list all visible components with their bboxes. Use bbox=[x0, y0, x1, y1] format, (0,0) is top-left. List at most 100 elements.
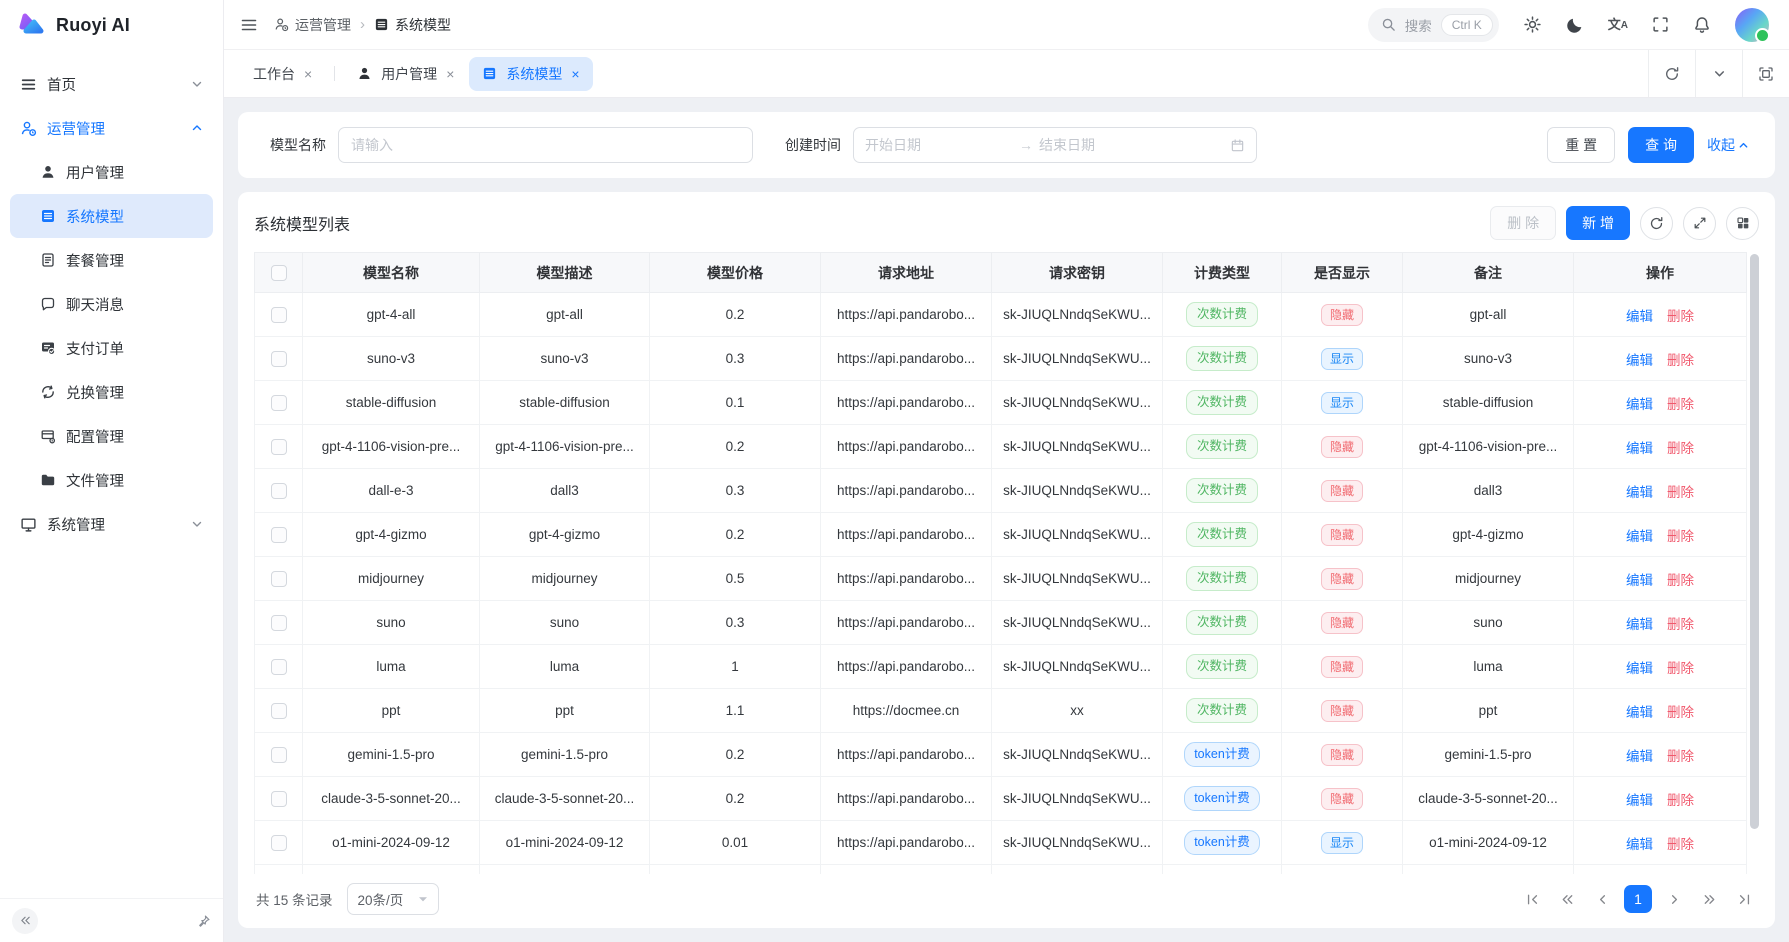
sidebar-item-operations[interactable]: 运营管理 bbox=[10, 106, 213, 150]
pin-icon[interactable] bbox=[197, 914, 211, 928]
edit-link[interactable]: 编辑 bbox=[1626, 441, 1653, 456]
add-button[interactable]: 新 增 bbox=[1566, 206, 1630, 240]
delete-button[interactable]: 删 除 bbox=[1490, 206, 1556, 240]
row-checkbox[interactable] bbox=[271, 571, 287, 587]
row-checkbox[interactable] bbox=[271, 703, 287, 719]
table-expand-button[interactable] bbox=[1683, 207, 1716, 240]
date-end-input[interactable] bbox=[1039, 137, 1187, 153]
edit-link[interactable]: 编辑 bbox=[1626, 617, 1653, 632]
page-size-select[interactable]: 20条/页 bbox=[347, 883, 439, 915]
row-checkbox[interactable] bbox=[271, 307, 287, 323]
sidebar-item-plan-management[interactable]: 套餐管理 bbox=[10, 238, 213, 282]
row-checkbox[interactable] bbox=[271, 747, 287, 763]
edit-link[interactable]: 编辑 bbox=[1626, 837, 1653, 852]
delete-link[interactable]: 删除 bbox=[1667, 397, 1694, 412]
delete-link[interactable]: 删除 bbox=[1667, 617, 1694, 632]
edit-link[interactable]: 编辑 bbox=[1626, 485, 1653, 500]
fullscreen-button[interactable] bbox=[1652, 16, 1669, 33]
date-start-input[interactable] bbox=[865, 137, 1013, 153]
date-range-picker[interactable]: → bbox=[853, 127, 1257, 163]
notifications-button[interactable] bbox=[1693, 16, 1711, 34]
delete-link[interactable]: 删除 bbox=[1667, 793, 1694, 808]
delete-link[interactable]: 删除 bbox=[1667, 353, 1694, 368]
model-name-input[interactable] bbox=[338, 127, 753, 163]
row-checkbox[interactable] bbox=[271, 483, 287, 499]
edit-link[interactable]: 编辑 bbox=[1626, 793, 1653, 808]
query-button[interactable]: 查 询 bbox=[1628, 127, 1694, 163]
close-icon[interactable]: × bbox=[304, 67, 312, 81]
delete-link[interactable]: 删除 bbox=[1667, 837, 1694, 852]
page-next-button[interactable] bbox=[1661, 886, 1687, 912]
tab-menu-button[interactable] bbox=[1695, 50, 1742, 97]
delete-link[interactable]: 删除 bbox=[1667, 749, 1694, 764]
tab-system-models[interactable]: 系统模型 × bbox=[469, 57, 592, 91]
table-refresh-button[interactable] bbox=[1640, 207, 1673, 240]
sidebar-item-redeem-management[interactable]: 兑换管理 bbox=[10, 370, 213, 414]
row-checkbox[interactable] bbox=[271, 791, 287, 807]
theme-toggle-button[interactable] bbox=[1566, 16, 1584, 34]
table-scrollbar[interactable] bbox=[1750, 254, 1759, 872]
page-first-button[interactable] bbox=[1519, 886, 1545, 912]
delete-link[interactable]: 删除 bbox=[1667, 661, 1694, 676]
row-checkbox[interactable] bbox=[271, 351, 287, 367]
sidebar-item-payment-orders[interactable]: 支付订单 bbox=[10, 326, 213, 370]
avatar[interactable] bbox=[1735, 8, 1769, 42]
table-row: suno-v3suno-v30.3https://api.pandarobo..… bbox=[255, 337, 1747, 381]
delete-link[interactable]: 删除 bbox=[1667, 309, 1694, 324]
edit-link[interactable]: 编辑 bbox=[1626, 353, 1653, 368]
close-icon[interactable]: × bbox=[571, 67, 579, 81]
tab-maximize-button[interactable] bbox=[1742, 50, 1789, 97]
delete-link[interactable]: 删除 bbox=[1667, 705, 1694, 720]
row-checkbox[interactable] bbox=[271, 395, 287, 411]
cell-actions: 编辑删除 bbox=[1574, 381, 1747, 425]
scrollbar-thumb[interactable] bbox=[1750, 254, 1759, 829]
edit-link[interactable]: 编辑 bbox=[1626, 749, 1653, 764]
delete-link[interactable]: 删除 bbox=[1667, 529, 1694, 544]
edit-link[interactable]: 编辑 bbox=[1626, 309, 1653, 324]
settings-button[interactable] bbox=[1523, 15, 1542, 34]
select-all-checkbox[interactable] bbox=[271, 265, 287, 281]
row-checkbox[interactable] bbox=[271, 659, 287, 675]
table-columns-button[interactable] bbox=[1726, 207, 1759, 240]
sidebar-item-system-models[interactable]: 系统模型 bbox=[10, 194, 213, 238]
sidebar-collapse-button[interactable] bbox=[12, 908, 38, 934]
cell-request-key: sk-JIUQLNndqSeKWU... bbox=[992, 733, 1163, 777]
sidebar-item-config-management[interactable]: 配置管理 bbox=[10, 414, 213, 458]
sidebar-item-home[interactable]: 首页 bbox=[10, 62, 213, 106]
page-next-group-button[interactable] bbox=[1696, 886, 1722, 912]
reset-button[interactable]: 重 置 bbox=[1547, 127, 1615, 163]
delete-link[interactable]: 删除 bbox=[1667, 573, 1694, 588]
sidebar-item-file-management[interactable]: 文件管理 bbox=[10, 458, 213, 502]
close-icon[interactable]: × bbox=[446, 67, 454, 81]
breadcrumb-system-models[interactable]: 系统模型 bbox=[374, 15, 451, 35]
edit-link[interactable]: 编辑 bbox=[1626, 661, 1653, 676]
page-prev-button[interactable] bbox=[1589, 886, 1615, 912]
delete-link[interactable]: 删除 bbox=[1667, 485, 1694, 500]
delete-link[interactable]: 删除 bbox=[1667, 441, 1694, 456]
row-checkbox[interactable] bbox=[271, 439, 287, 455]
cell-request-key: sk-JIUQLNndqSeKWU... bbox=[992, 645, 1163, 689]
breadcrumb-operations[interactable]: 运营管理 bbox=[274, 15, 351, 35]
sidebar-item-system-management[interactable]: 系统管理 bbox=[10, 502, 213, 546]
collapse-filters-link[interactable]: 收起 bbox=[1707, 135, 1749, 155]
tab-user-management[interactable]: 用户管理 × bbox=[344, 57, 467, 91]
edit-link[interactable]: 编辑 bbox=[1626, 529, 1653, 544]
page-last-button[interactable] bbox=[1731, 886, 1757, 912]
search-trigger[interactable]: 搜索 Ctrl K bbox=[1368, 8, 1499, 42]
tab-workbench[interactable]: 工作台 × bbox=[240, 57, 325, 91]
language-toggle-button[interactable]: 文A bbox=[1608, 18, 1628, 31]
edit-link[interactable]: 编辑 bbox=[1626, 705, 1653, 720]
row-checkbox[interactable] bbox=[271, 835, 287, 851]
row-checkbox[interactable] bbox=[271, 527, 287, 543]
hamburger-button[interactable] bbox=[240, 16, 258, 34]
cell-model-desc: luma bbox=[480, 645, 650, 689]
edit-link[interactable]: 编辑 bbox=[1626, 573, 1653, 588]
row-checkbox[interactable] bbox=[271, 615, 287, 631]
page-prev-group-button[interactable] bbox=[1554, 886, 1580, 912]
sidebar-item-chat-messages[interactable]: 聊天消息 bbox=[10, 282, 213, 326]
tab-refresh-button[interactable] bbox=[1648, 50, 1695, 97]
page-number-current[interactable]: 1 bbox=[1624, 885, 1652, 913]
cell-actions: 编辑删除 bbox=[1574, 865, 1747, 875]
sidebar-item-user-management[interactable]: 用户管理 bbox=[10, 150, 213, 194]
edit-link[interactable]: 编辑 bbox=[1626, 397, 1653, 412]
